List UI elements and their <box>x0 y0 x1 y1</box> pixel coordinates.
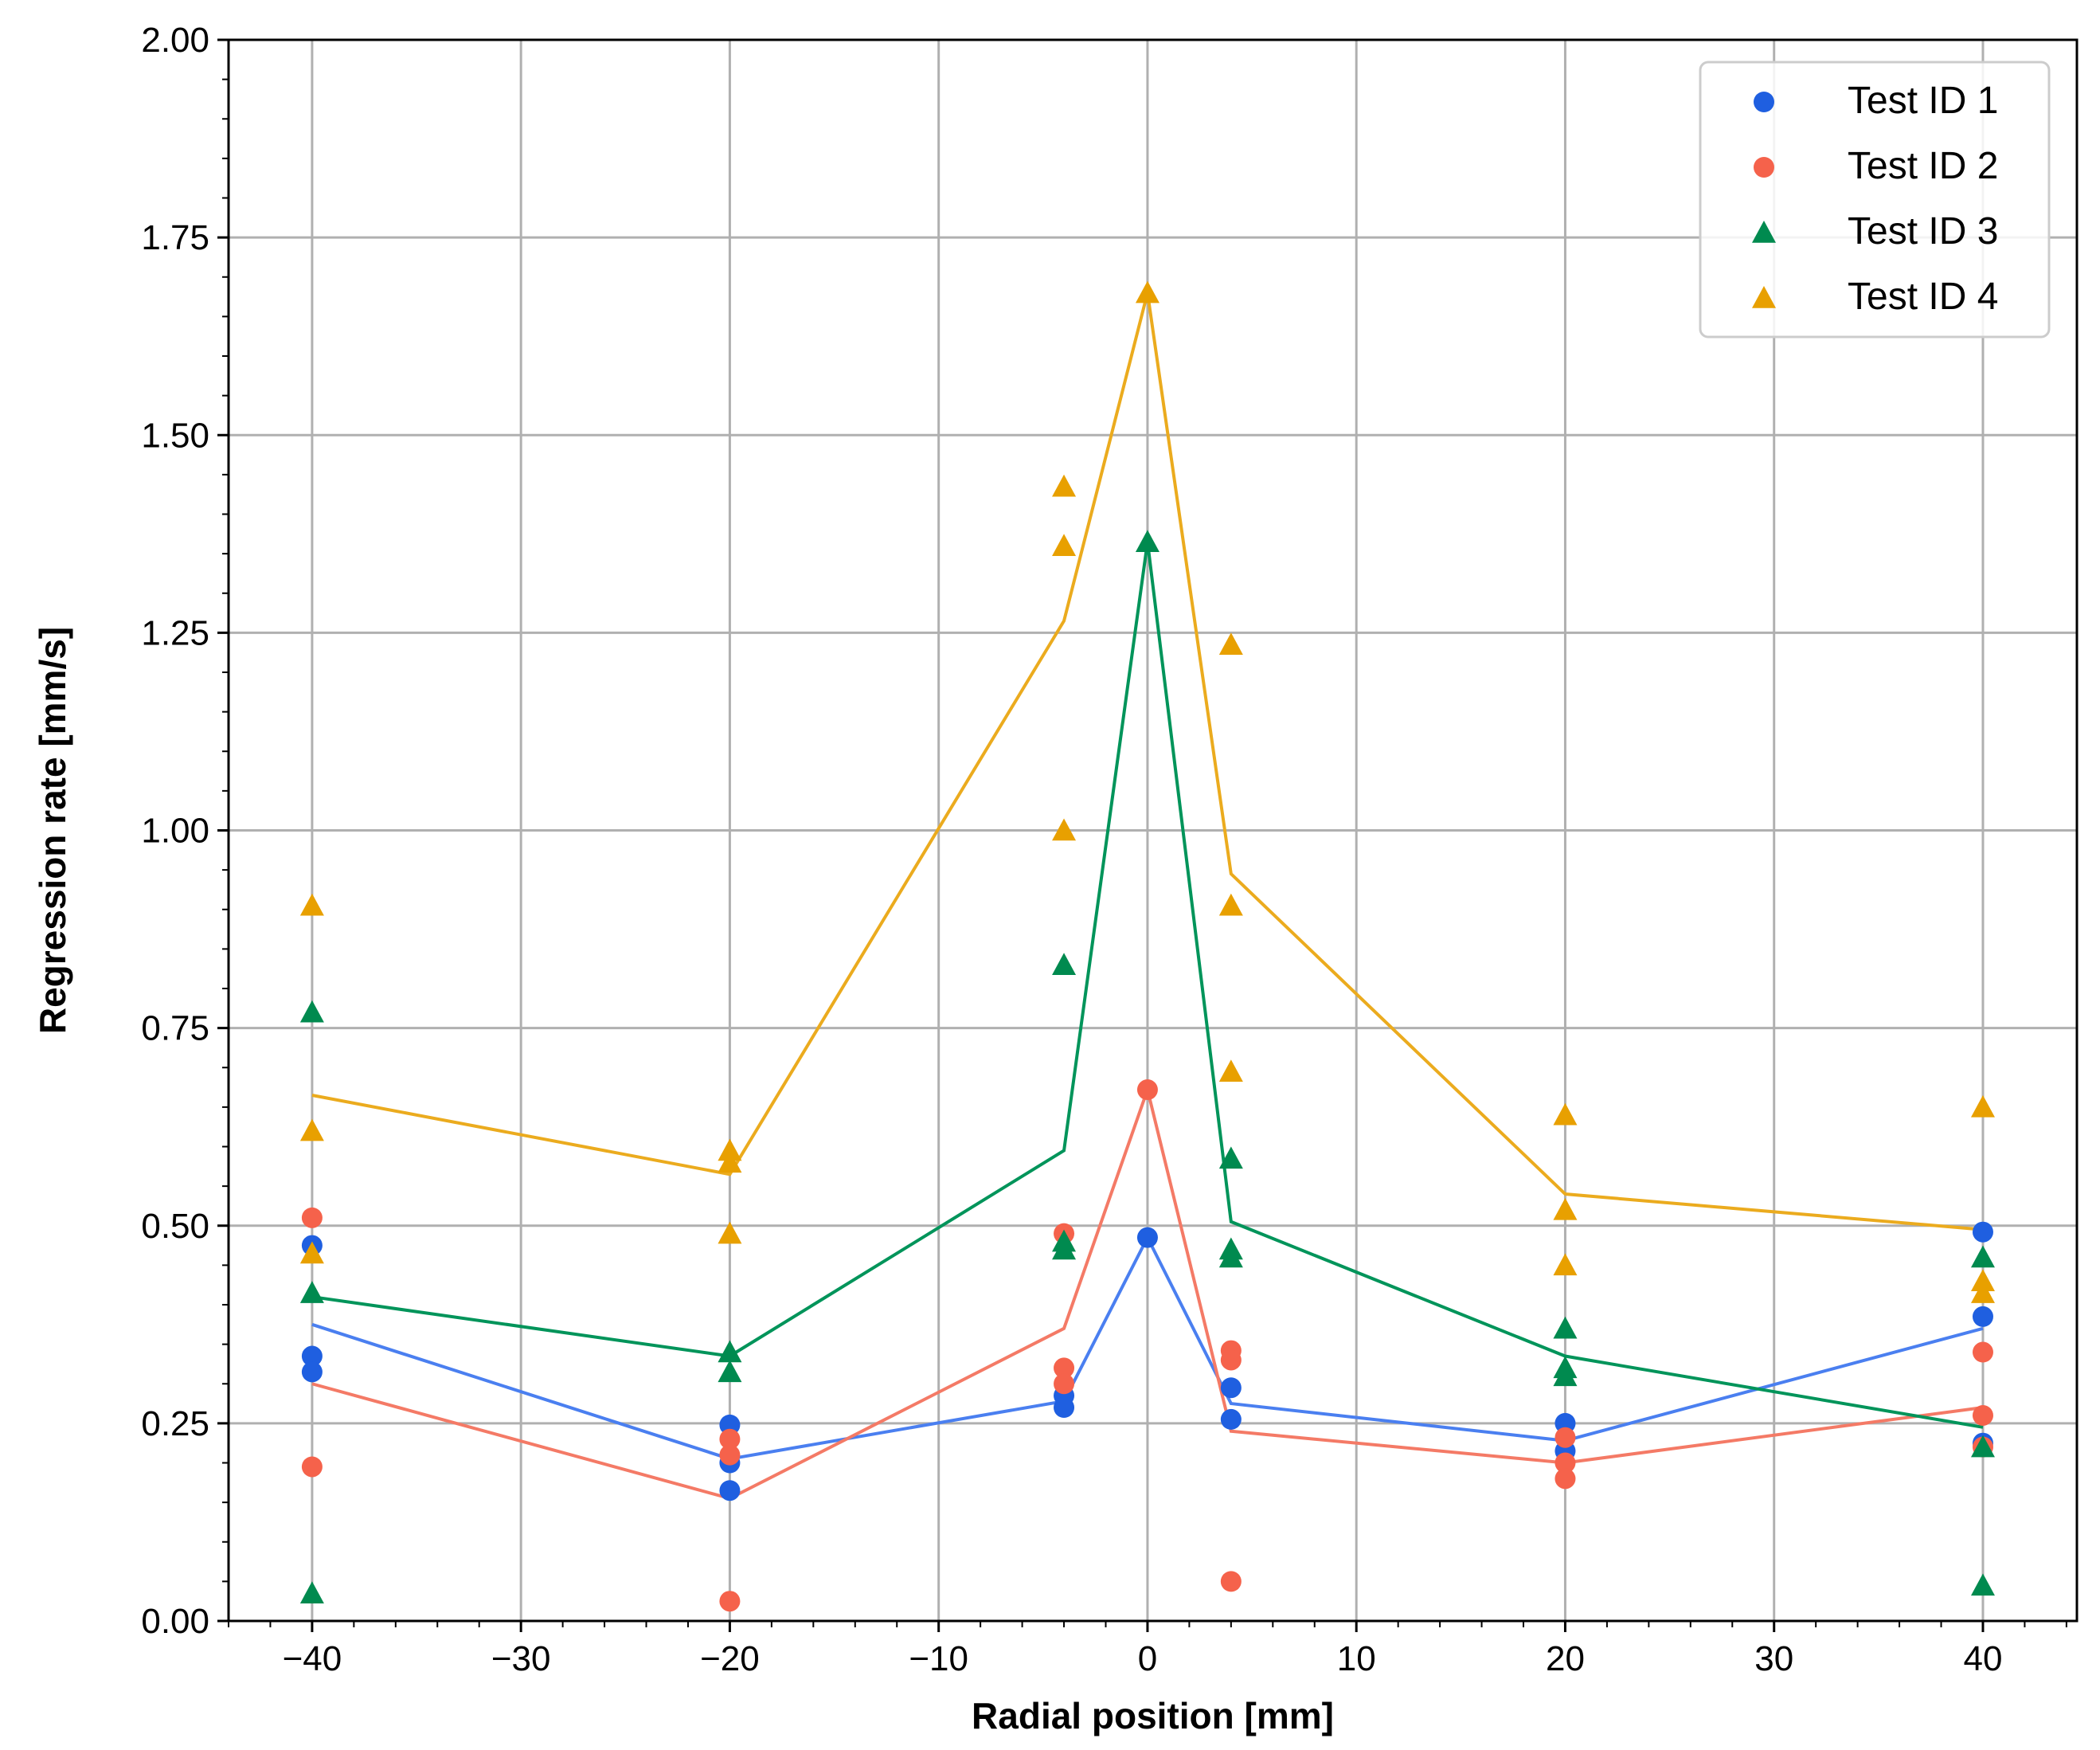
data-point-test-id-4 <box>718 1221 742 1244</box>
data-point-test-id-4 <box>1052 818 1077 841</box>
data-point-test-id-2 <box>719 1591 741 1612</box>
x-tick-label: −10 <box>909 1639 968 1678</box>
y-tick-label: 0.00 <box>141 1602 209 1641</box>
data-point-test-id-3 <box>1970 1573 1995 1596</box>
data-point-test-id-3 <box>1218 1146 1243 1169</box>
data-point-test-id-1 <box>301 1361 323 1383</box>
data-point-test-id-2 <box>1554 1468 1576 1490</box>
x-tick-label: 10 <box>1337 1639 1376 1678</box>
x-axis-ticks: −40 −30 −20 −10 0 10 20 30 40 <box>228 1621 2067 1678</box>
data-point-test-id-3 <box>1218 1245 1243 1268</box>
data-point-test-id-2 <box>1054 1357 1075 1379</box>
data-point-test-id-4 <box>299 1241 324 1264</box>
data-point-test-id-1 <box>1972 1221 1993 1243</box>
data-point-test-id-2 <box>719 1444 741 1466</box>
x-tick-label: −30 <box>491 1639 551 1678</box>
data-points <box>299 280 1995 1612</box>
x-tick-label: −20 <box>700 1639 760 1678</box>
data-point-test-id-2 <box>301 1456 323 1478</box>
legend-marker-test-id-1 <box>1754 92 1774 112</box>
x-axis-label: Radial position [mm] <box>972 1695 1334 1736</box>
data-point-test-id-3 <box>1052 953 1077 975</box>
data-point-test-id-4 <box>1553 1197 1578 1220</box>
data-point-test-id-2 <box>1136 1079 1158 1101</box>
data-point-test-id-1 <box>719 1480 741 1501</box>
data-point-test-id-2 <box>301 1207 323 1228</box>
data-point-test-id-3 <box>1135 530 1159 552</box>
legend-label-test-id-3: Test ID 3 <box>1848 210 1998 253</box>
legend-marker-test-id-3 <box>1752 221 1776 243</box>
legend-label-test-id-4: Test ID 4 <box>1848 276 1998 318</box>
data-point-test-id-3 <box>1970 1435 1995 1458</box>
data-point-test-id-1 <box>1554 1412 1576 1434</box>
x-tick-label: −40 <box>283 1639 342 1678</box>
data-point-test-id-3 <box>299 1000 324 1023</box>
data-point-test-id-2 <box>1554 1427 1576 1448</box>
legend-label-test-id-1: Test ID 1 <box>1848 80 1998 122</box>
y-axis-label: Regression rate [mm/s] <box>32 627 73 1034</box>
data-point-test-id-2 <box>1220 1349 1242 1371</box>
data-point-test-id-4 <box>1553 1253 1578 1276</box>
data-point-test-id-4 <box>1553 1102 1578 1126</box>
data-point-test-id-1 <box>1220 1377 1242 1399</box>
data-point-test-id-3 <box>299 1581 324 1604</box>
data-point-test-id-1 <box>1220 1408 1242 1430</box>
data-point-test-id-1 <box>301 1345 323 1367</box>
data-point-test-id-1 <box>1054 1397 1075 1419</box>
x-tick-label: 0 <box>1138 1639 1157 1678</box>
data-point-test-id-3 <box>1052 1237 1077 1260</box>
data-point-test-id-4 <box>718 1150 742 1173</box>
data-point-test-id-4 <box>1218 1059 1243 1082</box>
y-tick-label: 0.25 <box>141 1404 209 1443</box>
data-point-test-id-4 <box>1052 534 1077 556</box>
legend-label-test-id-2: Test ID 2 <box>1848 145 1998 187</box>
data-point-test-id-3 <box>1553 1364 1578 1387</box>
data-point-test-id-4 <box>718 1138 742 1161</box>
y-tick-label: 1.25 <box>141 613 209 652</box>
data-point-test-id-3 <box>718 1360 742 1383</box>
legend: Test ID 1 Test ID 2 Test ID 3 Test ID 4 <box>1699 61 2051 339</box>
data-point-test-id-4 <box>1135 280 1159 303</box>
x-tick-label: 20 <box>1546 1639 1585 1678</box>
legend-marker-test-id-2 <box>1754 157 1774 178</box>
data-point-test-id-3 <box>1970 1245 1995 1268</box>
data-point-test-id-4 <box>1052 474 1077 497</box>
data-point-test-id-2 <box>1054 1373 1075 1395</box>
data-point-test-id-4 <box>1218 893 1243 916</box>
y-tick-label: 1.75 <box>141 218 209 257</box>
data-point-test-id-2 <box>1220 1571 1242 1592</box>
y-tick-label: 0.75 <box>141 1009 209 1048</box>
data-point-test-id-2 <box>1554 1452 1576 1474</box>
legend-marker-test-id-4 <box>1752 286 1776 308</box>
data-point-test-id-1 <box>1136 1227 1158 1248</box>
y-tick-label: 1.50 <box>141 416 209 455</box>
data-point-test-id-4 <box>299 1118 324 1141</box>
data-point-test-id-4 <box>1970 1094 1995 1118</box>
x-tick-label: 30 <box>1754 1639 1793 1678</box>
data-point-test-id-4 <box>1970 1269 1995 1291</box>
y-axis-ticks: 0.00 0.25 0.50 0.75 1.00 1.25 1.50 1.75 2.00 <box>141 21 229 1641</box>
data-point-test-id-4 <box>299 893 324 916</box>
data-point-test-id-2 <box>1972 1404 1993 1426</box>
x-tick-label: 40 <box>1964 1639 2003 1678</box>
legend-box <box>1699 61 2051 339</box>
data-point-test-id-4 <box>1970 1281 1995 1303</box>
data-point-test-id-2 <box>1972 1341 1993 1363</box>
data-point-test-id-1 <box>719 1414 741 1435</box>
data-point-test-id-1 <box>1972 1306 1993 1327</box>
data-point-test-id-4 <box>1218 632 1243 656</box>
y-tick-label: 0.50 <box>141 1207 209 1246</box>
y-tick-label: 2.00 <box>141 21 209 60</box>
data-point-test-id-3 <box>718 1340 742 1363</box>
data-point-test-id-2 <box>719 1428 741 1450</box>
data-point-test-id-3 <box>299 1281 324 1303</box>
y-tick-label: 1.00 <box>141 812 209 851</box>
data-point-test-id-3 <box>1553 1316 1578 1339</box>
